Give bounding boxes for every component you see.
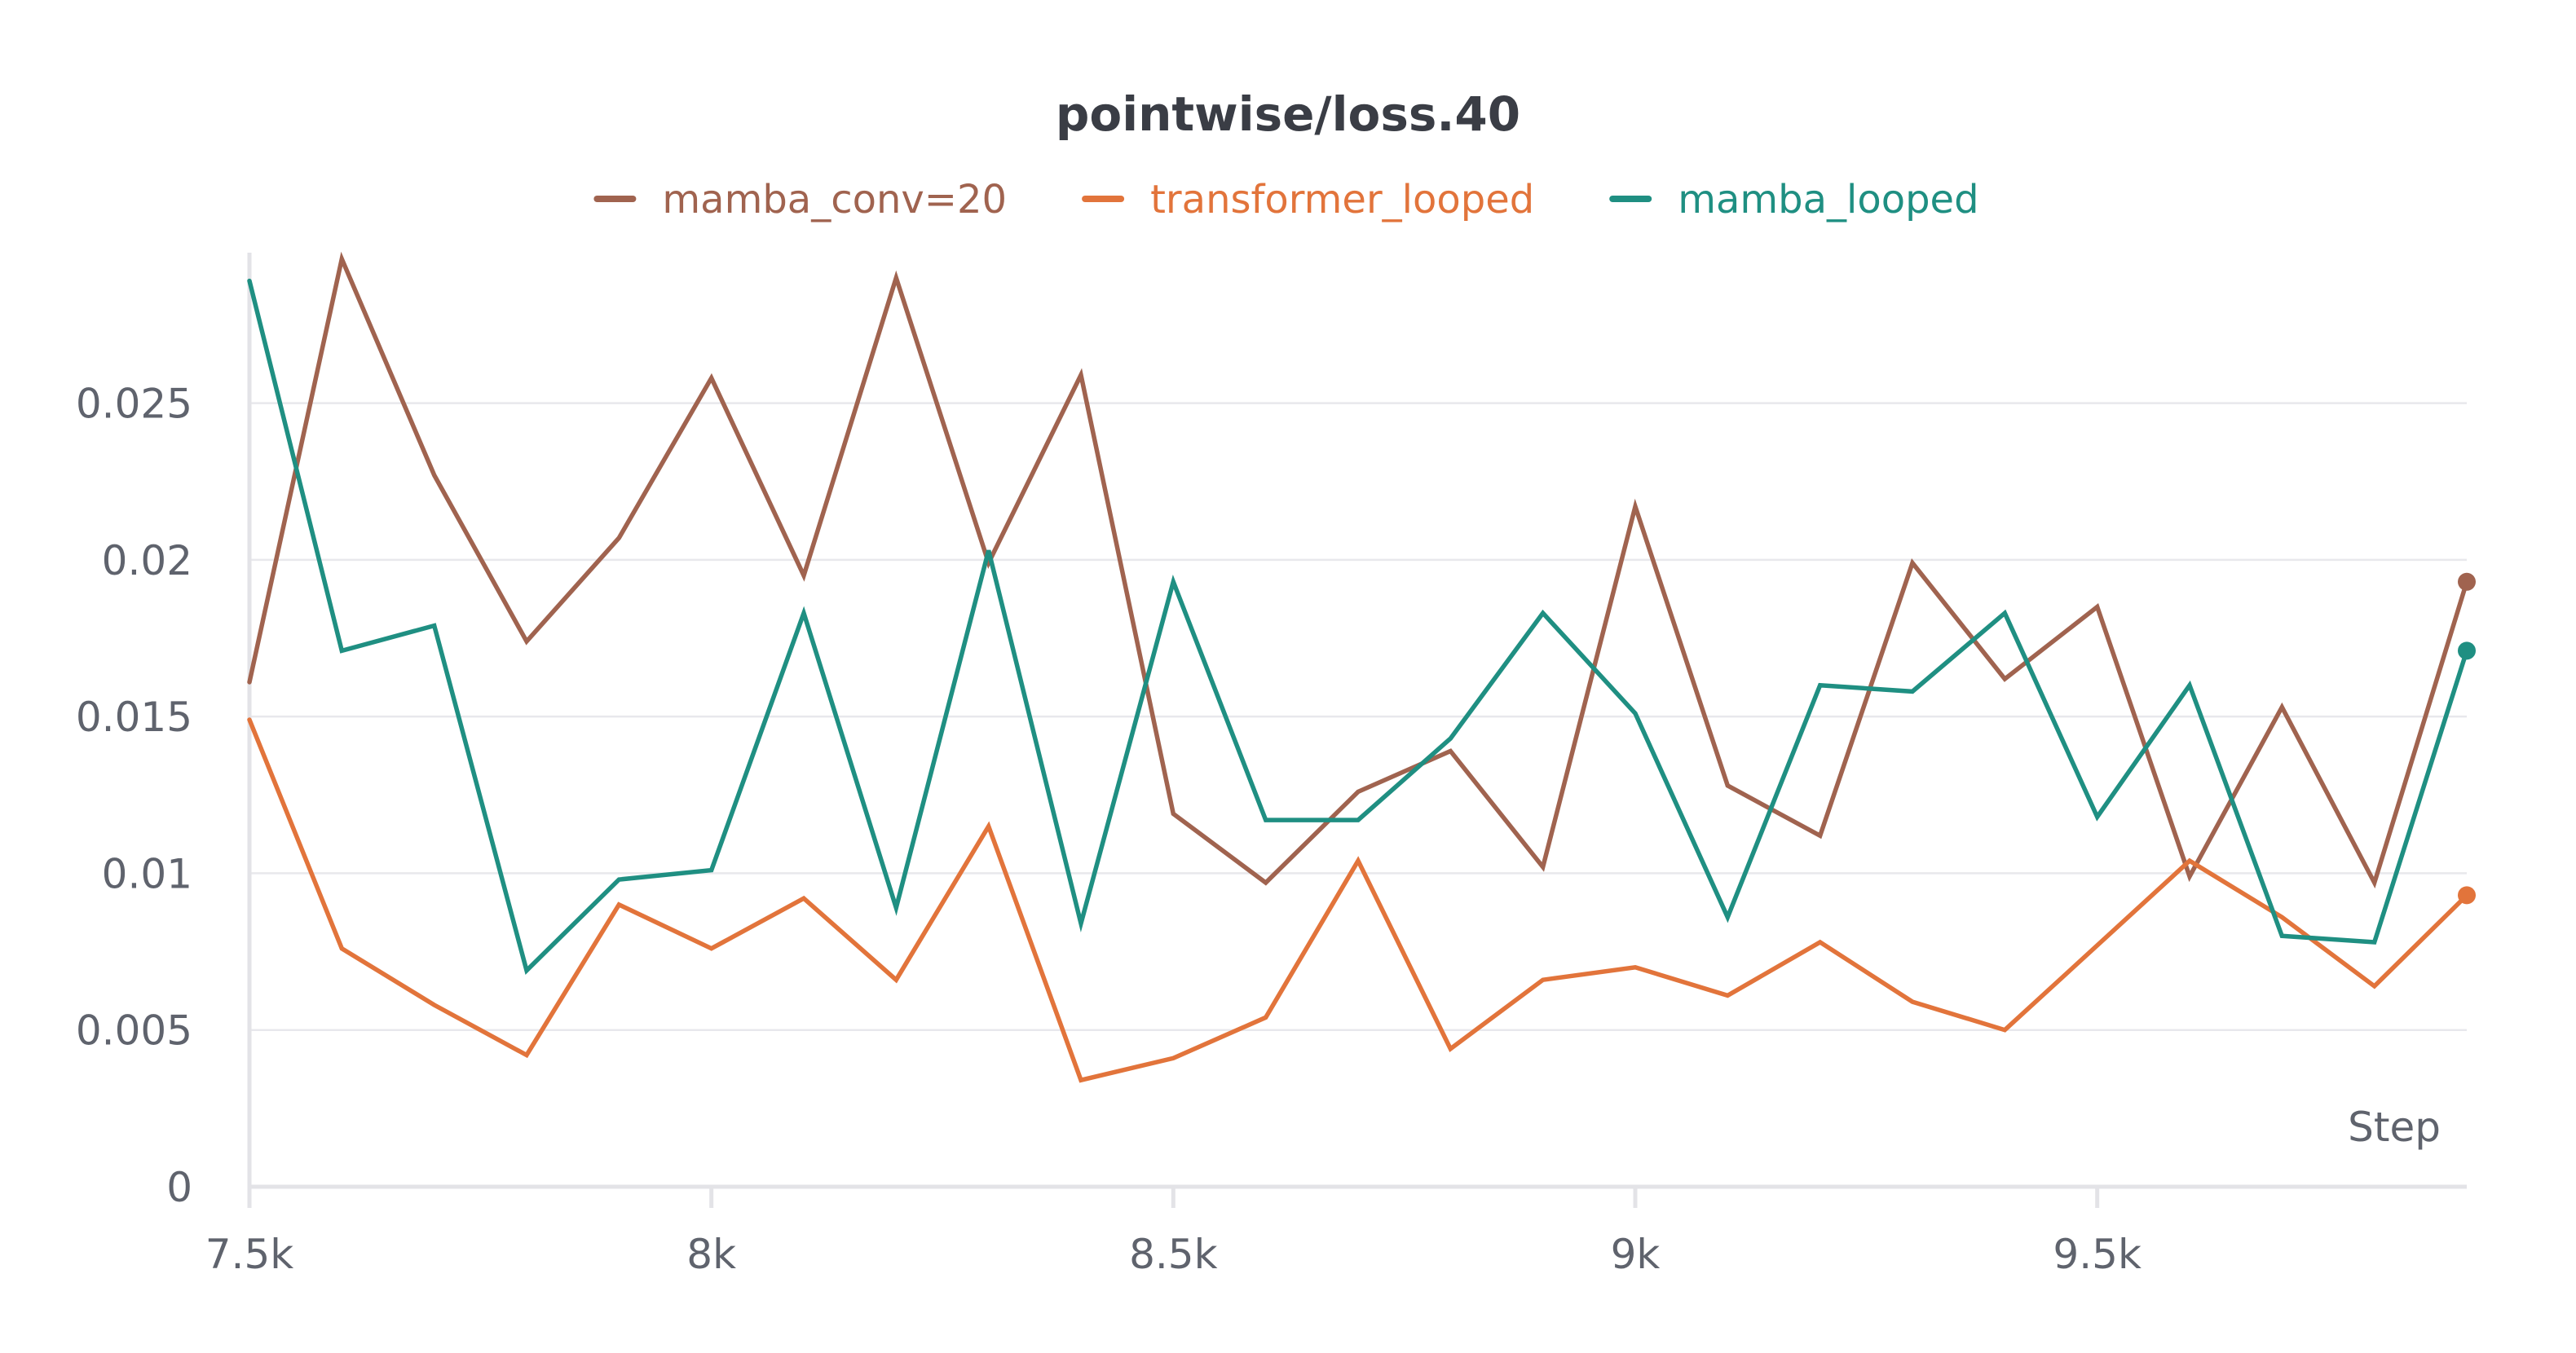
legend-item-mamba_looped[interactable]: mamba_looped — [1609, 177, 1979, 223]
y-tick-label: 0.025 — [76, 381, 192, 428]
legend-item-mamba_conv=20[interactable]: mamba_conv=20 — [593, 177, 1007, 223]
series-line-transformer_looped — [247, 717, 2469, 1083]
legend-label: transformer_looped — [1150, 177, 1534, 223]
series-layer — [247, 251, 2476, 1083]
y-tick-label: 0.005 — [76, 1007, 192, 1055]
y-tick-label: 0.02 — [102, 537, 192, 584]
x-tick-label: 8k — [686, 1231, 736, 1278]
series-end-marker-mamba_looped — [2458, 641, 2476, 660]
gridlines — [249, 402, 2467, 1031]
x-tick-label: 7.5k — [205, 1231, 294, 1278]
series-line-mamba_conv=20 — [247, 251, 2469, 889]
axes: 0 0.005 0.01 0.015 0.02 0.025 7.5k 8k 8.5k 9k 9.5k — [76, 253, 2467, 1278]
x-tick-label: 9.5k — [2053, 1231, 2142, 1278]
y-tick-label: 0.015 — [76, 694, 192, 741]
legend-label: mamba_conv=20 — [662, 177, 1007, 223]
legend: mamba_conv=20 transformer_looped mamba_loo… — [593, 177, 1979, 223]
x-tick-label: 9k — [1611, 1231, 1661, 1278]
series-end-marker-mamba_conv=20 — [2458, 572, 2476, 591]
series-line-mamba_looped — [247, 278, 2469, 975]
legend-item-transformer_looped[interactable]: transformer_looped — [1082, 177, 1534, 223]
x-axis-label: Step — [2348, 1104, 2441, 1151]
series-end-marker-transformer_looped — [2458, 886, 2476, 905]
chart-title: pointwise/loss.40 — [1056, 86, 1520, 142]
y-tick-label: 0.01 — [102, 850, 192, 897]
x-tick-label: 8.5k — [1129, 1231, 1218, 1278]
legend-label: mamba_looped — [1678, 177, 1978, 223]
y-tick-label: 0 — [166, 1164, 192, 1211]
